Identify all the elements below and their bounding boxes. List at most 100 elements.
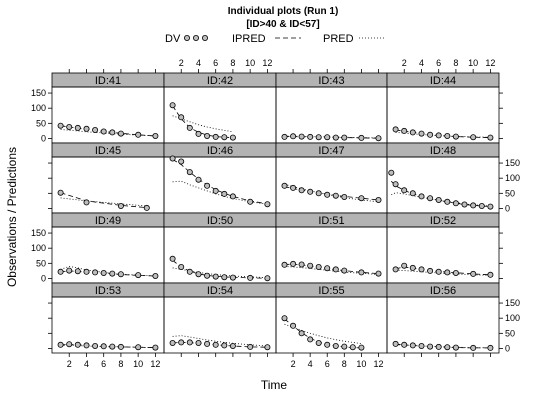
dv-point <box>471 135 476 140</box>
dv-point <box>428 132 433 137</box>
panel-id-46: ID:46 <box>164 143 276 213</box>
panel-frame <box>387 87 499 143</box>
dv-point <box>333 135 338 140</box>
ipred-line <box>285 319 362 348</box>
y-axis-title: Observations / Predictions <box>5 147 19 287</box>
dv-point <box>230 135 235 140</box>
panel-id-54: ID:54 <box>164 283 276 357</box>
dv-point <box>58 269 63 274</box>
panel-frame <box>52 227 164 283</box>
pred-line <box>173 181 268 204</box>
dv-point <box>333 343 338 348</box>
dv-point <box>333 193 338 198</box>
dv-point <box>187 125 192 130</box>
ipred-line <box>391 181 490 206</box>
dv-point <box>419 267 424 272</box>
dv-point <box>299 134 304 139</box>
y-tick-label: 150 <box>505 298 520 308</box>
pred-line <box>173 336 268 346</box>
y-tick-label: 100 <box>505 173 520 183</box>
dv-point <box>282 183 287 188</box>
dv-point <box>248 344 253 349</box>
y-tick-label: 0 <box>505 343 510 353</box>
panel-id-56: ID:56050100150 <box>387 283 520 357</box>
x-tick-label: 12 <box>373 359 383 369</box>
legend-item-pred: PRED <box>323 33 385 45</box>
dv-point <box>230 275 235 280</box>
dv-point <box>291 323 296 328</box>
dv-point <box>118 203 123 208</box>
dv-point <box>213 342 218 347</box>
dv-point <box>316 135 321 140</box>
ipred-line <box>61 193 147 208</box>
dv-point <box>136 132 141 137</box>
dv-point <box>410 130 415 135</box>
dv-point <box>325 135 330 140</box>
dv-point <box>299 262 304 267</box>
pred-line <box>285 136 379 138</box>
x-tick-label: 10 <box>356 359 366 369</box>
x-tick-label: 4 <box>419 58 424 68</box>
dv-point <box>179 340 184 345</box>
dv-point <box>342 344 347 349</box>
x-tick-label: 8 <box>118 359 123 369</box>
x-tick-label: 8 <box>342 359 347 369</box>
dv-point <box>58 123 63 128</box>
dv-point <box>359 135 364 140</box>
dv-point <box>248 199 253 204</box>
dv-point <box>205 133 210 138</box>
panel-strip-label: ID:55 <box>318 285 344 297</box>
dv-point <box>488 345 493 350</box>
panel-frame <box>164 157 276 213</box>
dv-point <box>350 345 355 350</box>
dv-point <box>93 343 98 348</box>
dv-point <box>410 343 415 348</box>
dv-point <box>419 194 424 199</box>
dv-point <box>58 342 63 347</box>
dv-point <box>101 129 106 134</box>
y-tick-label: 50 <box>505 188 515 198</box>
dv-point <box>118 272 123 277</box>
dv-point <box>136 273 141 278</box>
panel-strip-label: ID:42 <box>207 75 233 87</box>
dv-point <box>393 127 398 132</box>
panel-id-53: ID:53 2 4 6 8 10 12 <box>48 283 164 369</box>
dv-point <box>410 265 415 270</box>
dv-point <box>419 131 424 136</box>
panel-strip-label: ID:52 <box>430 215 456 227</box>
panel-id-43: ID:43 <box>276 69 387 143</box>
x-tick-label: 6 <box>436 58 441 68</box>
dv-point <box>93 127 98 132</box>
dv-point <box>75 125 80 130</box>
dv-point <box>471 271 476 276</box>
y-tick-label: 150 <box>31 228 46 238</box>
dv-point <box>265 202 270 207</box>
dv-point <box>428 268 433 273</box>
panel-strip-label: ID:53 <box>95 285 121 297</box>
x-tick-label: 10 <box>133 359 143 369</box>
panel-frame <box>387 227 499 283</box>
dv-point <box>101 270 106 275</box>
panel-id-47: ID:47 <box>276 143 387 213</box>
legend-label-pred: PRED <box>323 33 354 45</box>
panel-strip-label: ID:45 <box>95 145 121 157</box>
panel-strip-label: ID:50 <box>207 215 233 227</box>
panel-strip-label: ID:56 <box>430 285 456 297</box>
panel-id-50: ID:50 <box>164 213 276 283</box>
dv-point <box>402 128 407 133</box>
x-tick-label: 12 <box>262 58 272 68</box>
ipred-line <box>396 344 491 348</box>
dv-point <box>488 204 493 209</box>
panel-strip-label: ID:49 <box>95 215 121 227</box>
panel-strip-label: ID:47 <box>318 145 344 157</box>
dv-point <box>110 271 115 276</box>
chart-subtitle: [ID>40 & ID<57] <box>246 19 319 30</box>
x-tick-label: 4 <box>196 58 201 68</box>
dv-point <box>316 264 321 269</box>
panel-id-41: ID:41 0 50 100 150 <box>31 69 164 143</box>
dv-point <box>291 261 296 266</box>
dv-point <box>170 340 175 345</box>
dv-point <box>325 342 330 347</box>
panel-id-51: ID:51 <box>276 213 387 283</box>
